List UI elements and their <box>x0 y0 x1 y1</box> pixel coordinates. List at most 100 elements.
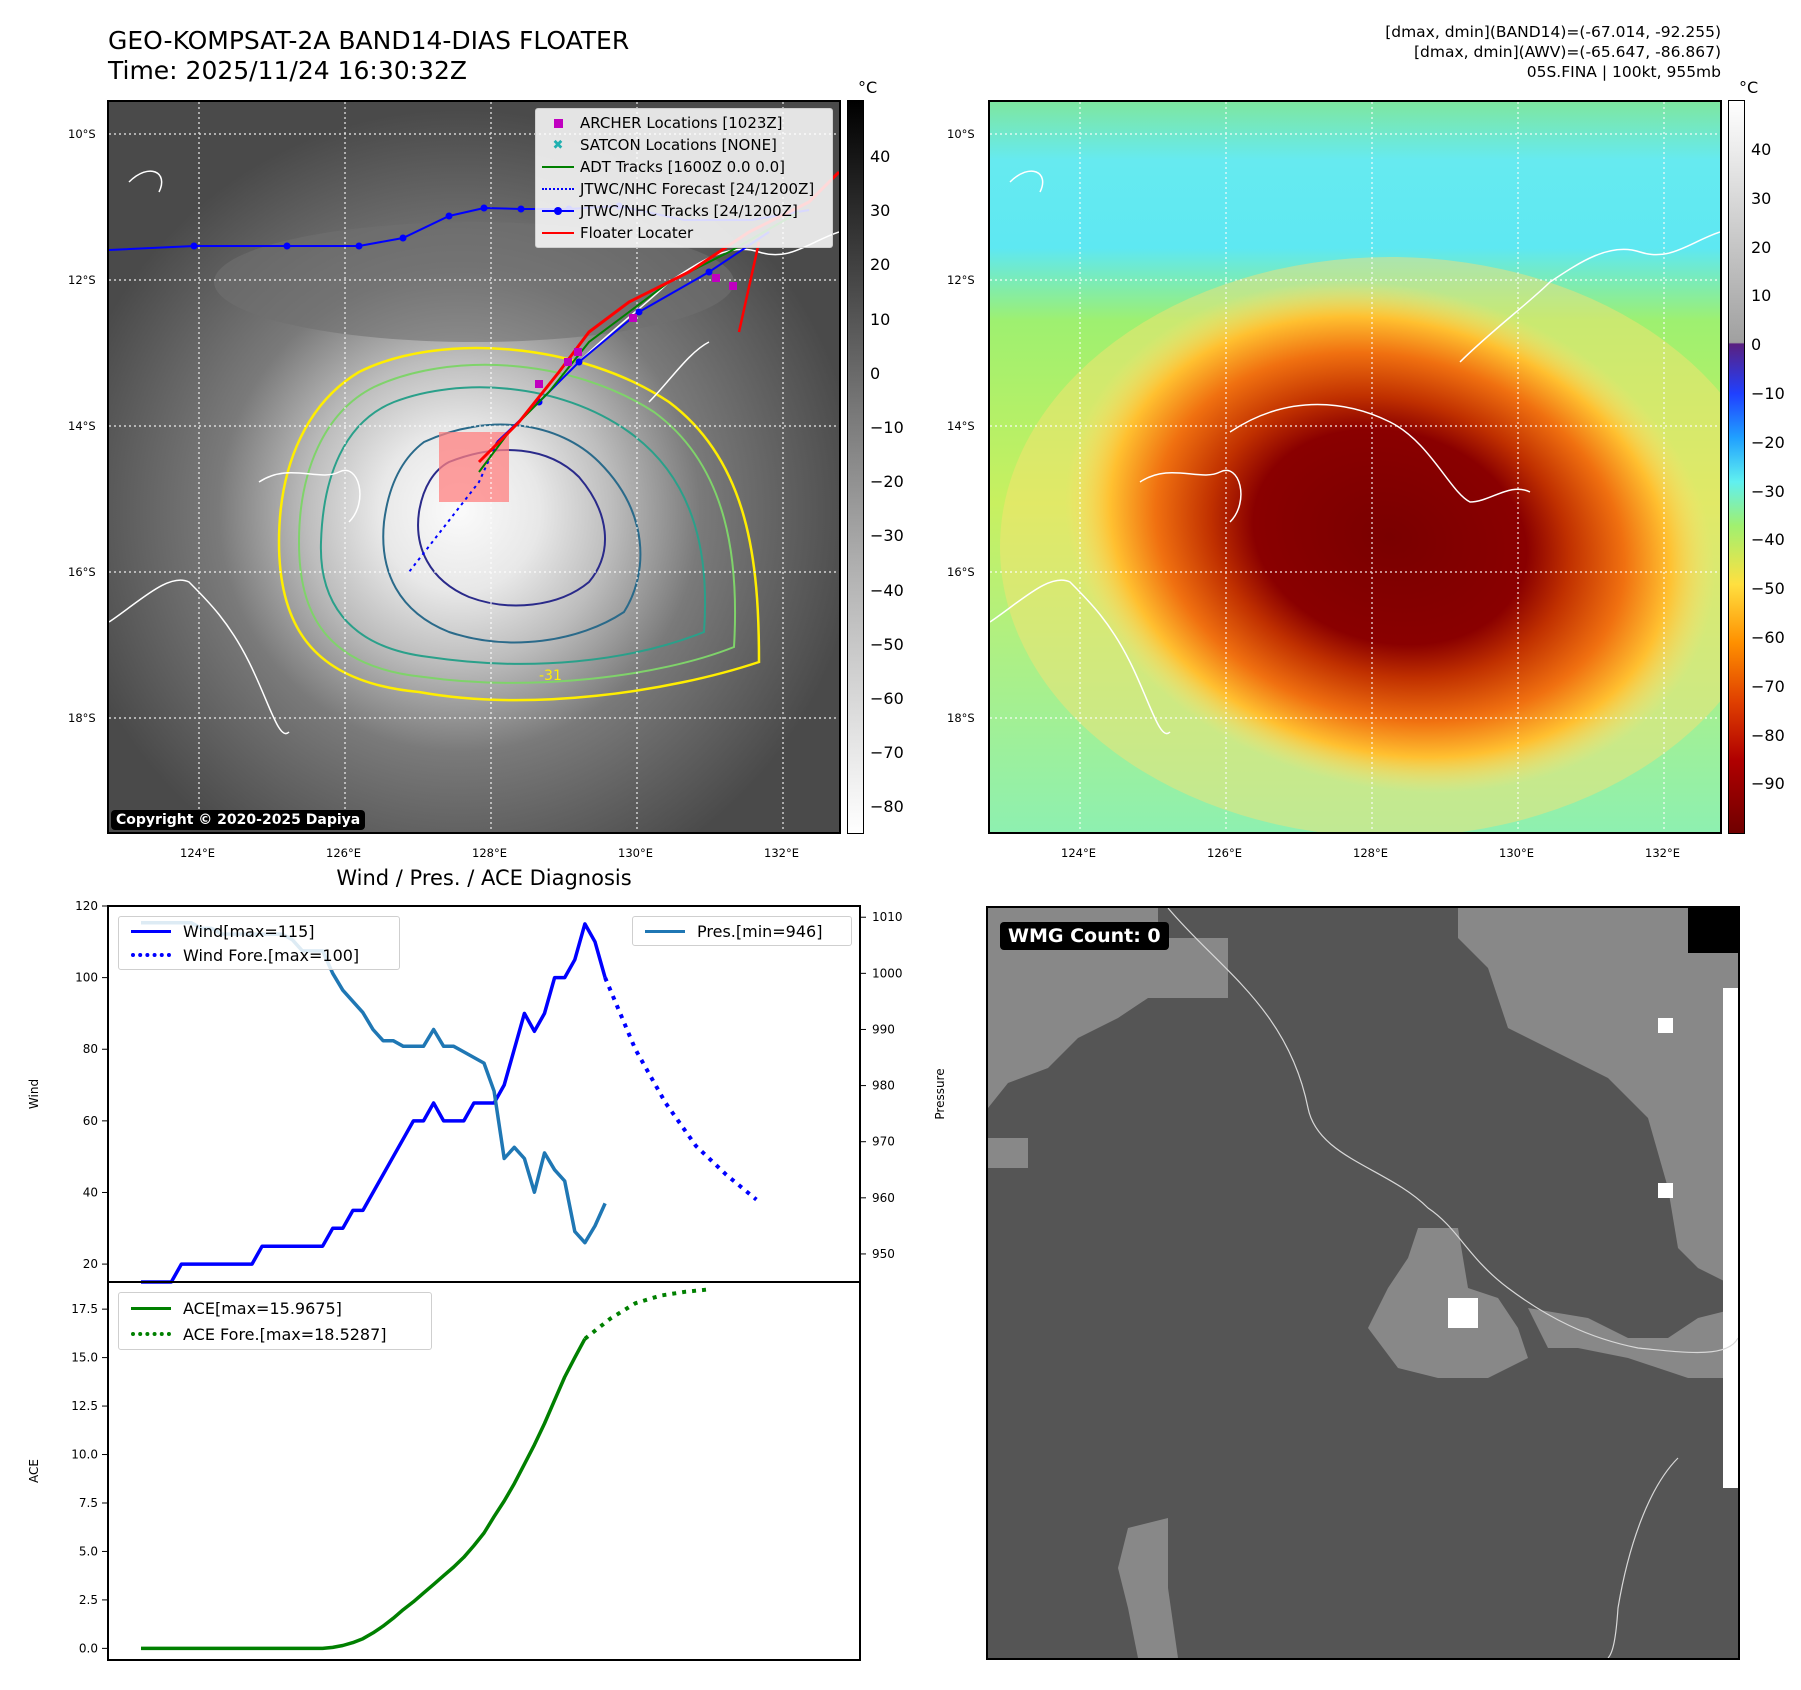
copyright-badge: Copyright © 2020-2025 Dapiya <box>111 810 366 830</box>
meta-storm: 05S.FINA | 100kt, 955mb <box>1526 63 1721 81</box>
ir-colorbar-tick-label: 40 <box>870 147 891 166</box>
wv-colorbar-tick-label: −70 <box>1751 676 1785 696</box>
ir-colorbar-unit: °C <box>858 78 878 97</box>
wv-colorbar-tick-label: 40 <box>1751 140 1772 159</box>
wv-colorbar-tick-label: 30 <box>1751 188 1772 208</box>
y-right-tick-label: 1000 <box>872 966 903 980</box>
ir-lat-label: 12°S <box>68 273 96 287</box>
legend-entry-floater: Floater Locater <box>536 222 832 244</box>
wv-lat-label: 12°S <box>947 273 975 287</box>
wv-colorbar-tick-label: −40 <box>1751 530 1785 550</box>
wv-lon-label: 124°E <box>1061 846 1096 860</box>
wmg-count-badge: WMG Count: 0 <box>1000 922 1169 950</box>
wv-map <box>988 100 1722 834</box>
y-tick-label: 60 <box>83 1114 98 1128</box>
wv-colorbar-tick-label: −30 <box>1751 481 1785 501</box>
wv-lon-label: 126°E <box>1207 846 1242 860</box>
y-right-tick-label: 950 <box>872 1247 895 1261</box>
legend-entry-jtwc-forecast: JTWC/NHC Forecast [24/1200Z] <box>536 178 832 200</box>
ir-lon-label: 128°E <box>472 846 507 860</box>
dotted-line-swatch-icon <box>131 953 171 957</box>
y-tick-label: 5.0 <box>79 1544 98 1558</box>
wmg-image <box>988 908 1738 1658</box>
dot-line-swatch-icon <box>542 207 574 215</box>
legend-entry-ace-forecast: ACE Fore.[max=18.5287] <box>119 1321 431 1347</box>
wv-lon-label: 130°E <box>1499 846 1534 860</box>
line-swatch-icon <box>131 929 171 933</box>
ir-lat-label: 14°S <box>68 419 96 433</box>
ir-colorbar <box>847 100 864 834</box>
ir-colorbar-tick-label: 30 <box>870 201 891 221</box>
wv-lat-label: 16°S <box>947 565 975 579</box>
ir-colorbar-tick-label: −10 <box>870 418 904 437</box>
y-tick-label: 12.5 <box>71 1399 98 1413</box>
y-tick-label: 2.5 <box>79 1593 98 1607</box>
ir-lon-label: 124°E <box>180 846 215 860</box>
ir-colorbar-tick-label: 10 <box>870 309 891 329</box>
meta-band14: [dmax, dmin](BAND14)=(-67.014, -92.255) <box>1385 23 1721 41</box>
wv-colorbar-tick-label: 0 <box>1751 335 1762 355</box>
y-right-tick-label: 980 <box>872 1079 895 1093</box>
ir-lon-label: 130°E <box>618 846 653 860</box>
wv-colorbar <box>1728 100 1745 834</box>
ir-colorbar-tick-label: −30 <box>870 526 904 546</box>
line-swatch-icon <box>645 929 685 933</box>
line-swatch-icon <box>131 1306 171 1310</box>
ace-axes: 0.0 2.5 5.0 7.5 10.0 12.5 15.0 17.5 ACE <box>27 1281 861 1661</box>
ir-colorbar-tick-label: 20 <box>870 255 891 275</box>
dotted-line-swatch-icon <box>542 188 574 190</box>
ir-colorbar-tick-label: −80 <box>870 797 904 817</box>
wind-legend: Wind[max=115] Wind Fore.[max=100] <box>118 916 400 970</box>
title-time: Time: 2025/11/24 16:30:32Z <box>108 56 467 85</box>
ir-colorbar-tick-label: 0 <box>870 363 881 383</box>
series-line <box>141 1337 587 1651</box>
ir-colorbar-tick-label: −20 <box>870 472 904 492</box>
legend-entry-adt: ADT Tracks [1600Z 0.0 0.0] <box>536 156 832 178</box>
wv-map-image <box>990 102 1720 832</box>
y-tick-label: 15.0 <box>71 1351 98 1365</box>
y-tick-label: 0.0 <box>79 1641 98 1655</box>
diagnosis-chart: 20 40 60 80 100 120 Wind 950 960 970 980 990 1000 101… <box>27 899 947 1661</box>
wv-colorbar-tick-label: −60 <box>1751 628 1785 647</box>
y-axis-label: Wind <box>27 1079 41 1109</box>
wv-colorbar-tick-label: 20 <box>1751 237 1772 257</box>
y-tick-label: 80 <box>83 1042 98 1056</box>
line-swatch-icon <box>542 232 574 234</box>
y-tick-label: 100 <box>75 971 98 985</box>
legend-entry-wind-forecast: Wind Fore.[max=100] <box>119 943 399 967</box>
series-line <box>583 1287 712 1341</box>
meta-awv: [dmax, dmin](AWV)=(-65.647, -86.867) <box>1414 43 1721 61</box>
legend-entry-ace: ACE[max=15.9675] <box>119 1295 431 1321</box>
y-tick-label: 10.0 <box>71 1448 98 1462</box>
y-right-tick-label: 990 <box>872 1022 895 1036</box>
wind-pressure-axes: 20 40 60 80 100 120 Wind 950 960 970 980 990 1000 101… <box>27 899 947 1284</box>
wv-lon-label: 132°E <box>1645 846 1680 860</box>
dotted-line-swatch-icon <box>131 1332 171 1336</box>
ir-lat-label: 18°S <box>68 711 96 725</box>
series-line <box>141 922 607 1284</box>
wv-colorbar-tick-label: −90 <box>1751 774 1785 794</box>
ir-colorbar-tick-label: −50 <box>870 634 904 654</box>
diagnosis-chart-title: Wind / Pres. / ACE Diagnosis <box>336 866 632 890</box>
legend-entry-satcon: ✖ SATCON Locations [NONE] <box>552 136 777 154</box>
wv-colorbar-unit: °C <box>1739 78 1759 97</box>
wv-lat-label: 18°S <box>947 711 975 725</box>
wv-colorbar-tick-label: −10 <box>1751 384 1785 403</box>
wv-lat-label: 14°S <box>947 419 975 433</box>
legend-entry-archer: ARCHER Locations [1023Z] <box>536 112 832 134</box>
series-line <box>603 976 758 1202</box>
wv-lon-label: 128°E <box>1353 846 1388 860</box>
wv-lat-label: 10°S <box>947 127 975 141</box>
wmg-panel: WMG Count: 0 <box>986 906 1740 1660</box>
y-tick-label: 40 <box>83 1185 98 1199</box>
y-right-tick-label: 1010 <box>872 910 903 924</box>
y-right-tick-label: 970 <box>872 1135 895 1149</box>
ir-colorbar-tick-label: −60 <box>870 689 904 708</box>
pressure-legend: Pres.[min=946] <box>632 916 852 946</box>
line-swatch-icon <box>542 166 574 168</box>
y-tick-label: 17.5 <box>71 1302 98 1316</box>
contour-label: -31 <box>539 668 562 684</box>
ir-map-legend: ARCHER Locations [1023Z] ✖ SATCON Locati… <box>535 108 833 248</box>
y-tick-label: 20 <box>83 1257 98 1271</box>
wv-colorbar-tick-label: −80 <box>1751 725 1785 745</box>
